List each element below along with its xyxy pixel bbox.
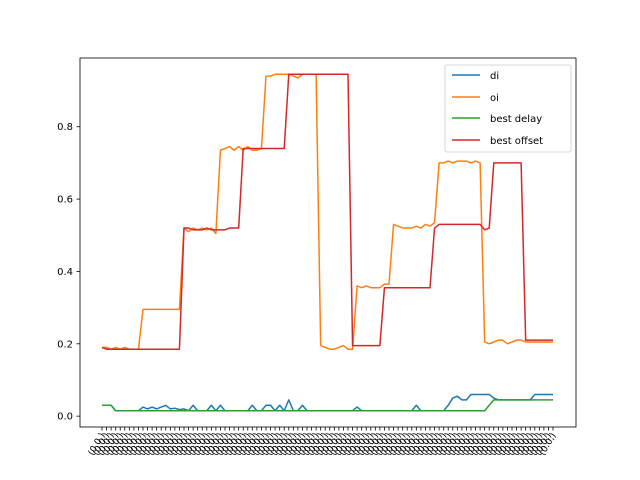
legend-label-best-delay: best delay xyxy=(490,114,542,125)
legend-label-best-offset: best offset xyxy=(490,136,543,147)
y-tick-label: 0.6 xyxy=(57,195,73,206)
y-tick-label: 0.0 xyxy=(57,412,73,423)
y-tick-label: 0.8 xyxy=(57,122,73,133)
legend: di oi best delay best offset xyxy=(445,65,571,152)
y-tick-label: 0.4 xyxy=(57,267,73,278)
legend-label-di: di xyxy=(490,71,499,82)
y-tick-label: 0.2 xyxy=(57,339,73,350)
legend-label-oi: oi xyxy=(490,93,499,104)
